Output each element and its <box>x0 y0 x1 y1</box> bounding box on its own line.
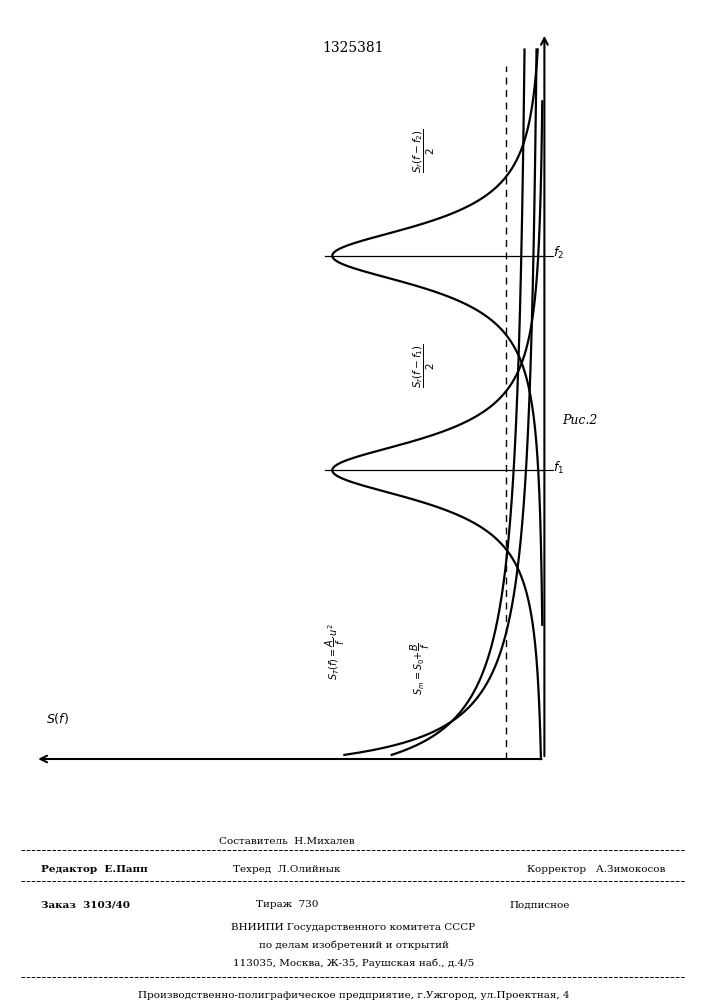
Text: 113035, Москва, Ж-35, Раушская наб., д.4/5: 113035, Москва, Ж-35, Раушская наб., д.4… <box>233 958 474 968</box>
Text: Заказ  3103/40: Заказ 3103/40 <box>41 900 130 909</box>
Text: по делам изобретений и открытий: по делам изобретений и открытий <box>259 940 448 950</box>
Text: $\dfrac{S_r(f-f_1)}{2}$: $\dfrac{S_r(f-f_1)}{2}$ <box>411 343 437 388</box>
Text: ВНИИПИ Государственного комитета СССР: ВНИИПИ Государственного комитета СССР <box>231 923 476 932</box>
Text: Производственно-полиграфическое предприятие, г.Ужгород, ул.Проектная, 4: Производственно-полиграфическое предприя… <box>138 991 569 1000</box>
Text: $\dfrac{S_r(f-f_2)}{2}$: $\dfrac{S_r(f-f_2)}{2}$ <box>411 128 437 173</box>
Text: Подписное: Подписное <box>510 900 570 909</box>
Text: $S_T(f)=\dfrac{A}{f}{\cdot}u^2$: $S_T(f)=\dfrac{A}{f}{\cdot}u^2$ <box>325 623 347 680</box>
Text: Составитель  Н.Михалев: Составитель Н.Михалев <box>219 837 355 846</box>
Text: $S(f)$: $S(f)$ <box>46 711 69 726</box>
Text: Рис.2: Рис.2 <box>562 414 597 427</box>
Text: Редактор  Е.Папп: Редактор Е.Папп <box>41 865 148 874</box>
Text: Тираж  730: Тираж 730 <box>256 900 318 909</box>
Text: $S_m{=}S_0{+}\dfrac{B}{f}$: $S_m{=}S_0{+}\dfrac{B}{f}$ <box>409 642 432 695</box>
Text: $f_1$: $f_1$ <box>553 460 564 476</box>
Text: Корректор   А.Зимокосов: Корректор А.Зимокосов <box>527 865 666 874</box>
Text: Техред  Л.Олийнык: Техред Л.Олийнык <box>233 865 341 874</box>
Text: 1325381: 1325381 <box>323 41 384 55</box>
Text: $f_2$: $f_2$ <box>553 245 564 261</box>
